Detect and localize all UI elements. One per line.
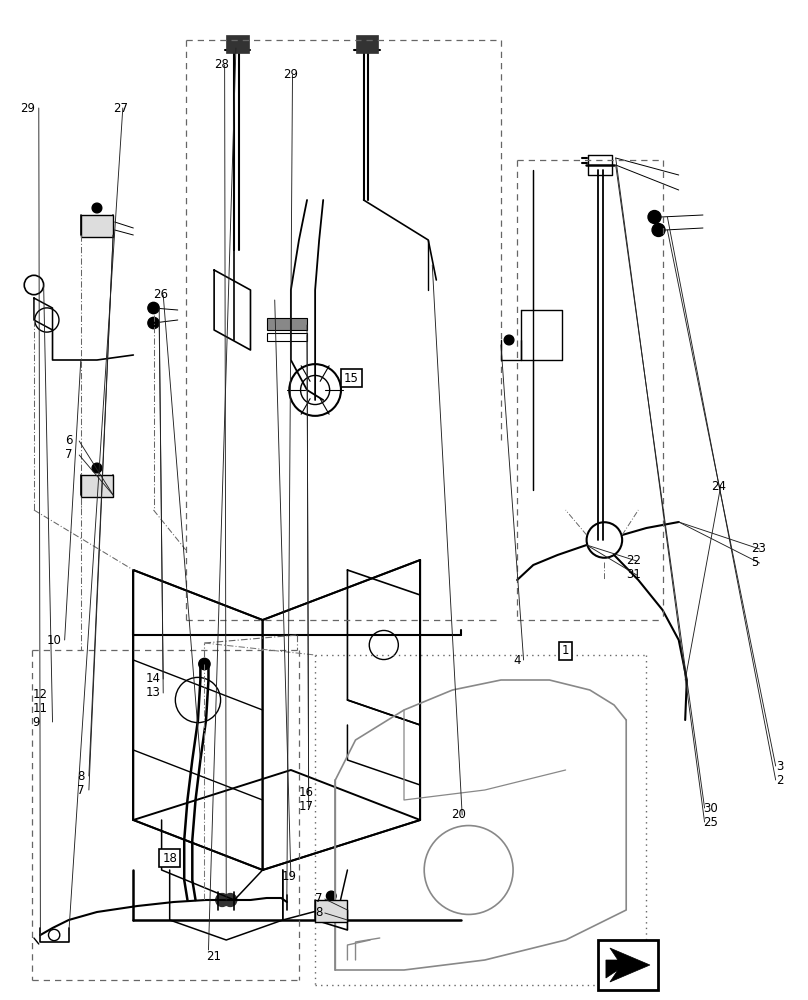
Circle shape [199,658,210,670]
Circle shape [224,894,237,906]
Bar [356,35,378,53]
Text: 8: 8 [77,770,84,782]
Bar [315,900,347,922]
Text: 7: 7 [77,784,84,796]
Text: 14: 14 [145,672,161,686]
Bar [81,475,113,497]
Circle shape [148,317,159,329]
Text: 29: 29 [20,102,36,114]
Text: 9: 9 [32,716,40,728]
Text: 7: 7 [65,448,72,462]
Circle shape [652,224,665,236]
Circle shape [504,335,514,345]
Circle shape [148,302,159,314]
Text: 1: 1 [562,645,570,658]
Text: 3: 3 [776,760,783,772]
Text: 26: 26 [154,288,169,302]
Circle shape [648,211,661,223]
Text: 2: 2 [776,774,783,786]
Text: 27: 27 [113,102,128,114]
Text: 28: 28 [214,58,229,72]
Text: 8: 8 [315,906,322,920]
Text: 13: 13 [145,686,160,700]
Text: 7: 7 [315,892,322,906]
Text: 11: 11 [32,702,48,714]
Bar [226,35,249,53]
Text: 18: 18 [162,852,177,864]
Text: 25: 25 [703,816,718,828]
Text: 23: 23 [751,542,766,556]
Text: 31: 31 [626,568,641,582]
Bar [267,333,307,341]
Circle shape [92,463,102,473]
Text: 24: 24 [711,480,726,492]
Text: 30: 30 [703,802,718,814]
Text: 6: 6 [65,434,72,448]
Text: 20: 20 [451,808,465,822]
Text: 21: 21 [206,950,221,962]
Bar [81,215,113,237]
Text: 10: 10 [47,634,61,647]
Text: 12: 12 [32,688,48,700]
Text: 17: 17 [299,800,314,814]
Text: 19: 19 [281,869,297,882]
Bar [267,318,307,330]
Text: 22: 22 [626,554,642,568]
Circle shape [326,891,336,901]
Bar [598,940,658,990]
Text: 29: 29 [283,68,298,82]
Circle shape [92,203,102,213]
Text: 16: 16 [299,786,314,800]
Polygon shape [606,948,650,982]
Circle shape [216,894,229,906]
Text: 4: 4 [513,654,520,666]
Text: 15: 15 [344,371,359,384]
Text: 5: 5 [751,556,759,570]
